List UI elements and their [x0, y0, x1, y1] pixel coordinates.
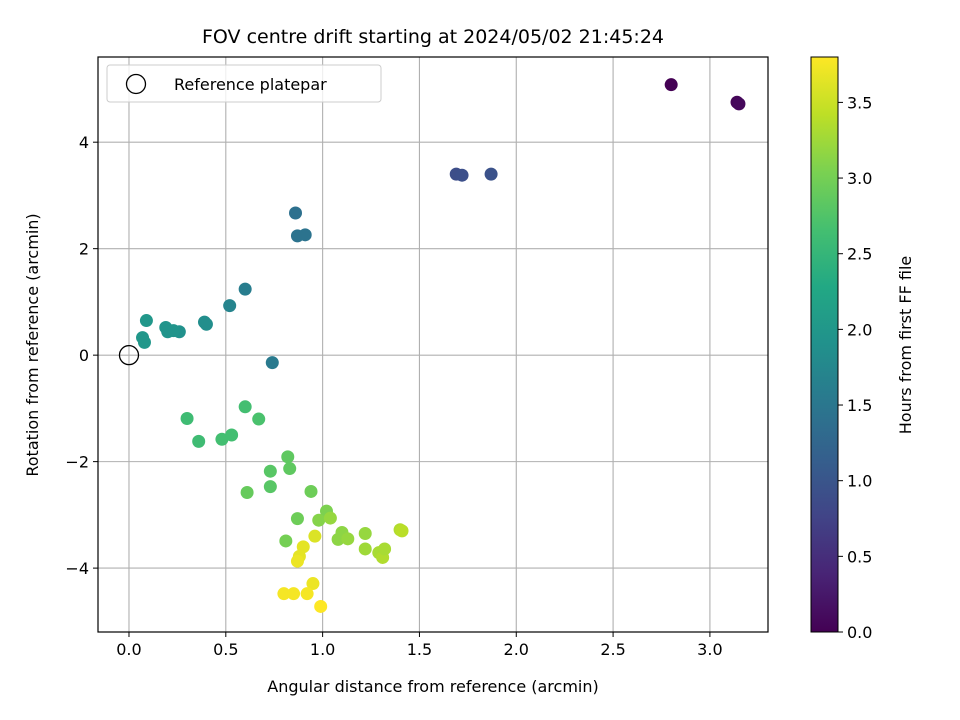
x-tick-label: 1.0 — [310, 640, 335, 659]
data-point — [240, 486, 254, 500]
y-tick-label: −2 — [65, 453, 89, 472]
data-point — [298, 228, 312, 242]
data-point — [263, 480, 277, 494]
colorbar-tick-label: 3.0 — [847, 169, 872, 188]
data-point — [304, 484, 318, 498]
data-point — [167, 324, 181, 338]
colorbar-tick-label: 2.5 — [847, 245, 872, 264]
legend-box — [106, 64, 382, 103]
data-point — [283, 462, 297, 476]
data-point — [455, 168, 469, 182]
data-points — [136, 78, 746, 613]
colorbar-tick-label: 1.0 — [847, 472, 872, 491]
data-point — [281, 450, 295, 464]
data-point — [238, 282, 252, 296]
reference-platepar-marker — [118, 344, 140, 366]
data-point — [312, 513, 326, 527]
colorbar: 0.0 0.5 1.0 1.5 2.0 2.5 3.0 3.5 Hours from firs… — [810, 56, 915, 642]
chart-title: FOV centre drift starting at 2024/05/02 … — [202, 26, 664, 48]
data-point — [314, 599, 328, 613]
data-point — [358, 527, 372, 541]
data-point — [290, 512, 304, 526]
data-point — [225, 428, 239, 442]
legend-marker-reference — [125, 73, 147, 95]
data-point — [199, 317, 213, 331]
legend: Reference platepar — [106, 64, 382, 103]
plot-area — [98, 57, 768, 632]
data-point — [215, 432, 229, 446]
data-point — [290, 554, 304, 568]
grid — [98, 57, 768, 632]
data-point — [277, 587, 291, 601]
data-point — [265, 356, 279, 370]
y-tick-label: 2 — [79, 240, 89, 259]
legend-label-reference: Reference platepar — [174, 75, 327, 94]
data-point — [137, 335, 151, 349]
y-tick-label: −4 — [65, 559, 89, 578]
x-axis: 0.0 0.5 1.0 1.5 2.0 2.5 3.0 — [116, 632, 723, 659]
data-point — [287, 587, 301, 601]
data-point — [308, 529, 322, 543]
data-point — [289, 206, 303, 220]
data-point — [358, 542, 372, 556]
x-tick-label: 1.5 — [407, 640, 432, 659]
data-point — [139, 314, 153, 328]
y-tick-label: 4 — [79, 133, 89, 152]
x-tick-label: 3.0 — [697, 640, 722, 659]
colorbar-ticks: 0.0 0.5 1.0 1.5 2.0 2.5 3.0 3.5 — [838, 93, 872, 642]
data-point — [664, 78, 678, 92]
colorbar-tick-label: 3.5 — [847, 93, 872, 112]
plot-frame — [97, 56, 769, 633]
data-point — [238, 400, 252, 414]
colorbar-tick-label: 0.0 — [847, 623, 872, 642]
reference-marker-layer — [118, 344, 140, 366]
colorbar-gradient — [810, 56, 839, 633]
x-tick-label: 2.0 — [504, 640, 529, 659]
data-point — [252, 412, 266, 426]
data-point — [223, 299, 237, 313]
data-point — [323, 511, 337, 525]
data-point — [341, 532, 355, 546]
y-tick-label: 0 — [79, 346, 89, 365]
data-point — [306, 577, 320, 591]
data-point — [263, 464, 277, 478]
data-point — [192, 434, 206, 448]
y-axis: −4 −2 0 2 4 — [65, 133, 98, 578]
x-tick-label: 0.5 — [213, 640, 238, 659]
x-tick-label: 0.0 — [116, 640, 141, 659]
x-tick-label: 2.5 — [600, 640, 625, 659]
data-point — [300, 587, 314, 601]
data-point — [732, 97, 746, 111]
colorbar-tick-label: 1.5 — [847, 396, 872, 415]
colorbar-tick-label: 2.0 — [847, 320, 872, 339]
data-point — [484, 167, 498, 181]
data-point — [395, 524, 409, 538]
data-point — [279, 534, 293, 548]
data-point — [180, 412, 194, 426]
data-point — [378, 542, 392, 556]
x-axis-title: Angular distance from reference (arcmin) — [267, 677, 598, 696]
y-axis-title: Rotation from reference (arcmin) — [23, 213, 42, 476]
colorbar-title: Hours from first FF file — [896, 256, 915, 435]
colorbar-tick-label: 0.5 — [847, 547, 872, 566]
